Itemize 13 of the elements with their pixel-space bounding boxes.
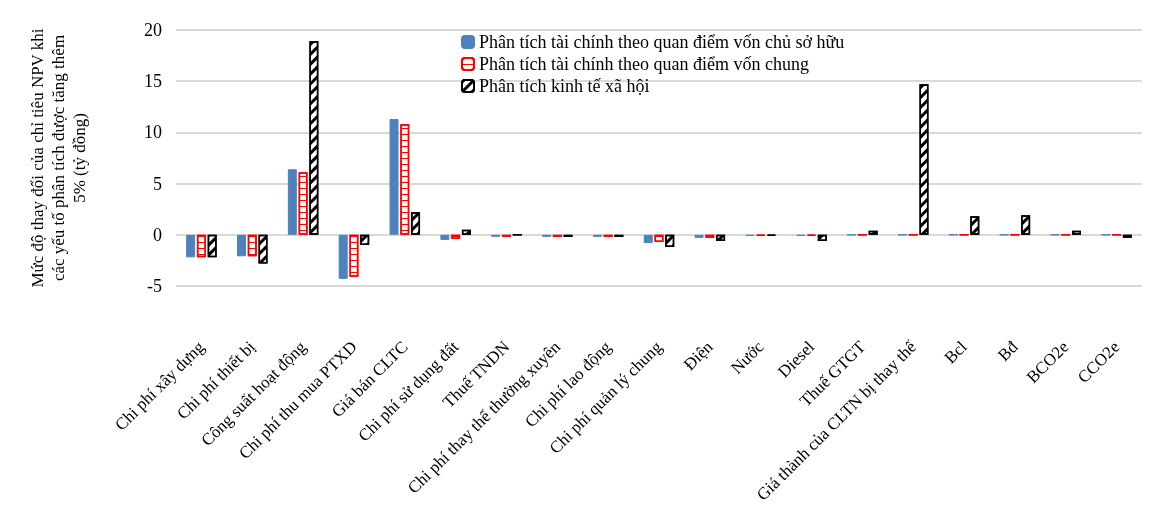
y-tick-label: 20: [144, 20, 162, 40]
y-tick-label: 0: [153, 224, 162, 245]
y-axis-title: Mức độ thay đổi của chỉ tiêu NPV khi các yếu tố phân tích được tăng thêm 5% (tỷ đồng): [28, 28, 89, 288]
x-tick-label: Điện: [679, 336, 717, 375]
legend-label: Phân tích tài chính theo quan điểm vốn chung: [479, 54, 809, 74]
x-tick-label: Bcl: [940, 337, 971, 368]
legend-label: Phân tích kinh tế xã hội: [479, 76, 650, 96]
y-tick-label: 5: [153, 173, 162, 194]
legend-label: Phân tích tài chính theo quan điểm vốn chủ sở hữu: [479, 32, 845, 52]
y-tick-label: 15: [144, 71, 162, 92]
y-tick-label: 10: [144, 122, 162, 143]
y-tick-label: -5: [147, 276, 162, 296]
x-tick-label: Bđ: [994, 336, 1022, 365]
